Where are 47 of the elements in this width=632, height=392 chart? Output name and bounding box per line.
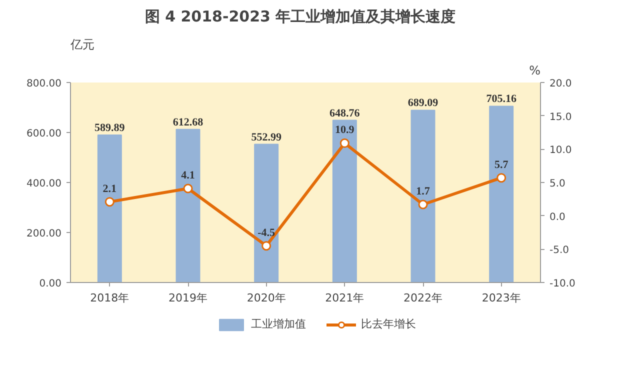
point xyxy=(340,138,350,148)
y-tick-label: 800.00 xyxy=(26,78,62,90)
point xyxy=(418,200,428,210)
y2-tick-label: 20.0 xyxy=(550,78,572,90)
y2-tick-label: 10.0 xyxy=(550,145,572,156)
data-label: 689.09 xyxy=(408,97,439,110)
y2-axis-title: % xyxy=(529,64,541,78)
bar xyxy=(410,110,436,282)
y2-tick-label: -5.0 xyxy=(550,245,570,256)
y-axis-title: 亿元 xyxy=(70,38,94,52)
x-tick-label: 2022年 xyxy=(404,292,443,304)
data-label: 612.68 xyxy=(172,116,204,128)
y2-tick-label: 0.0 xyxy=(550,212,566,223)
legend-label: 工业增加值 xyxy=(251,316,306,332)
x-tick-label: 2021年 xyxy=(325,292,364,304)
bar xyxy=(489,106,514,282)
point xyxy=(183,184,193,194)
x-tick-label: 2019年 xyxy=(168,292,208,304)
y-tick-label: 400.00 xyxy=(26,178,62,190)
y2-tick-label: 5.0 xyxy=(550,178,566,190)
y2-tick-label: -10.0 xyxy=(550,278,576,290)
bar xyxy=(254,144,279,282)
bar xyxy=(176,128,200,282)
bar xyxy=(97,134,122,282)
data-label: 705.16 xyxy=(486,93,517,106)
data-label: 589.89 xyxy=(94,122,126,134)
legend-label: 比去年增长 xyxy=(361,316,416,332)
x-tick-label: 2020年 xyxy=(246,292,286,304)
y-tick-label: 200.00 xyxy=(26,228,62,240)
data-label: 648.76 xyxy=(330,107,360,120)
bar xyxy=(332,120,357,282)
data-label: 10.9 xyxy=(335,124,355,136)
x-tick-label: 2018年 xyxy=(90,292,130,304)
data-label: 4.1 xyxy=(181,170,195,182)
point xyxy=(104,197,114,207)
point xyxy=(496,173,506,183)
y-tick-label: 0.00 xyxy=(39,278,62,290)
point xyxy=(262,241,272,251)
data-label: 552.99 xyxy=(251,131,282,144)
chart-title: 图 4 2018-2023 年工业增加值及其增长速度 xyxy=(144,8,456,26)
data-label: -4.5 xyxy=(258,226,276,239)
data-label: 2.1 xyxy=(102,182,117,195)
x-tick-label: 2023年 xyxy=(482,292,521,304)
data-label: 1.7 xyxy=(416,186,430,198)
data-label: 5.7 xyxy=(494,158,509,171)
y2-tick-label: 15.0 xyxy=(550,112,572,123)
y-tick-label: 600.00 xyxy=(26,128,62,140)
